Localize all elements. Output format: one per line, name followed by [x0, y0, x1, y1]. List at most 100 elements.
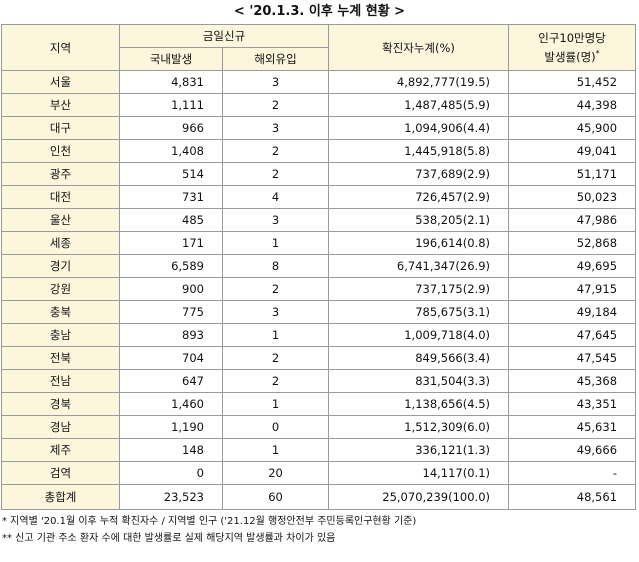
imported-cell: 60	[221, 484, 330, 510]
domestic-cell: 4,831	[119, 70, 223, 94]
cumulative-cell: 831,504(3.3)	[328, 369, 510, 393]
region-cell: 인천	[1, 139, 120, 163]
cumulative-cell: 1,094,906(4.4)	[328, 116, 510, 140]
imported-cell: 0	[221, 415, 330, 439]
domestic-cell: 966	[119, 116, 223, 140]
cumulative-cell: 196,614(0.8)	[328, 231, 510, 255]
rate-cell: 48,561	[508, 484, 637, 510]
region-cell: 대구	[1, 116, 120, 140]
imported-cell: 1	[221, 231, 330, 255]
imported-cell: 2	[221, 162, 330, 186]
cumulative-cell: 14,117(0.1)	[328, 461, 510, 485]
region-cell: 검역	[1, 461, 120, 485]
rate-cell: 45,900	[508, 116, 637, 140]
total-row: 총합계 23,523 60 25,070,239(100.0) 48,561	[1, 484, 637, 510]
cumulative-cell: 25,070,239(100.0)	[328, 484, 510, 510]
imported-cell: 3	[221, 116, 330, 140]
footnote-1: * 지역별 '20.1월 이후 누적 확진자수 / 지역별 인구 ('21.12…	[2, 516, 417, 527]
region-cell: 충남	[1, 323, 120, 347]
domestic-cell: 0	[119, 461, 223, 485]
domestic-cell: 1,408	[119, 139, 223, 163]
cumulative-cell: 1,009,718(4.0)	[328, 323, 510, 347]
domestic-cell: 893	[119, 323, 223, 347]
imported-cell: 20	[221, 461, 330, 485]
region-cell: 경북	[1, 392, 120, 416]
header-rate-line2: 발생률(명)	[544, 49, 596, 64]
domestic-cell: 23,523	[119, 484, 223, 510]
rate-cell: 52,868	[508, 231, 637, 255]
imported-cell: 2	[221, 139, 330, 163]
table-row: 검역 0 20 14,117(0.1) -	[1, 461, 637, 485]
cumulative-cell: 726,457(2.9)	[328, 185, 510, 209]
domestic-cell: 731	[119, 185, 223, 209]
domestic-cell: 148	[119, 438, 223, 462]
imported-cell: 8	[221, 254, 330, 278]
imported-cell: 4	[221, 185, 330, 209]
rate-cell: 47,645	[508, 323, 637, 347]
region-cell: 제주	[1, 438, 120, 462]
table-row: 경남 1,190 0 1,512,309(6.0) 45,631	[1, 415, 637, 439]
domestic-cell: 1,111	[119, 93, 223, 117]
table-body: 서울 4,831 3 4,892,777(19.5) 51,452 부산 1,111 2 1,4…	[1, 70, 637, 510]
domestic-cell: 514	[119, 162, 223, 186]
region-cell: 경남	[1, 415, 120, 439]
table-title: < '20.1.3. 이후 누계 현황 >	[233, 4, 406, 19]
cumulative-cell: 336,121(1.3)	[328, 438, 510, 462]
region-cell: 세종	[1, 231, 120, 255]
rate-cell: 51,171	[508, 162, 637, 186]
table-row: 부산 1,111 2 1,487,485(5.9) 44,398	[1, 93, 637, 117]
rate-cell: 44,398	[508, 93, 637, 117]
rate-cell: 47,915	[508, 277, 637, 301]
region-cell: 경기	[1, 254, 120, 278]
rate-cell: -	[508, 461, 637, 485]
region-cell: 강원	[1, 277, 120, 301]
cumulative-cell: 4,892,777(19.5)	[328, 70, 510, 94]
cumulative-cell: 6,741,347(26.9)	[328, 254, 510, 278]
imported-cell: 1	[221, 392, 330, 416]
rate-cell: 43,351	[508, 392, 637, 416]
region-cell: 대전	[1, 185, 120, 209]
rate-cell: 50,023	[508, 185, 637, 209]
rate-cell: 49,041	[508, 139, 637, 163]
region-cell: 울산	[1, 208, 120, 232]
cumulative-cell: 737,175(2.9)	[328, 277, 510, 301]
table-row: 대전 731 4 726,457(2.9) 50,023	[1, 185, 637, 209]
region-cell: 서울	[1, 70, 120, 94]
rate-cell: 47,986	[508, 208, 637, 232]
rate-cell: 49,695	[508, 254, 637, 278]
table-row: 울산 485 3 538,205(2.1) 47,986	[1, 208, 637, 232]
table-row: 세종 171 1 196,614(0.8) 52,868	[1, 231, 637, 255]
imported-cell: 2	[221, 277, 330, 301]
table-row: 경북 1,460 1 1,138,656(4.5) 43,351	[1, 392, 637, 416]
domestic-cell: 775	[119, 300, 223, 324]
table-row: 충북 775 3 785,675(3.1) 49,184	[1, 300, 637, 324]
region-cell: 광주	[1, 162, 120, 186]
table-row: 대구 966 3 1,094,906(4.4) 45,900	[1, 116, 637, 140]
domestic-cell: 704	[119, 346, 223, 370]
rate-cell: 49,184	[508, 300, 637, 324]
region-cell: 전남	[1, 369, 120, 393]
table-row: 경기 6,589 8 6,741,347(26.9) 49,695	[1, 254, 637, 278]
imported-cell: 1	[221, 323, 330, 347]
table-row: 전남 647 2 831,504(3.3) 45,368	[1, 369, 637, 393]
region-cell: 전북	[1, 346, 120, 370]
header-rate: 인구10만명당 발생률(명)*	[508, 24, 637, 71]
header-today-new: 금일신규	[118, 24, 330, 48]
imported-cell: 2	[221, 346, 330, 370]
region-cell: 충북	[1, 300, 120, 324]
domestic-cell: 6,589	[119, 254, 223, 278]
imported-cell: 2	[221, 93, 330, 117]
table-row: 제주 148 1 336,121(1.3) 49,666	[1, 438, 637, 462]
rate-cell: 49,666	[508, 438, 637, 462]
domestic-cell: 1,460	[119, 392, 223, 416]
table-row: 인천 1,408 2 1,445,918(5.8) 49,041	[1, 139, 637, 163]
imported-cell: 3	[221, 208, 330, 232]
domestic-cell: 900	[119, 277, 223, 301]
header-cumulative: 확진자누계(%)	[328, 24, 510, 71]
header-domestic: 국내발생	[119, 47, 223, 71]
table-row: 광주 514 2 737,689(2.9) 51,171	[1, 162, 637, 186]
cumulative-cell: 849,566(3.4)	[328, 346, 510, 370]
rate-cell: 45,368	[508, 369, 637, 393]
table-row: 강원 900 2 737,175(2.9) 47,915	[1, 277, 637, 301]
region-cell: 부산	[1, 93, 120, 117]
